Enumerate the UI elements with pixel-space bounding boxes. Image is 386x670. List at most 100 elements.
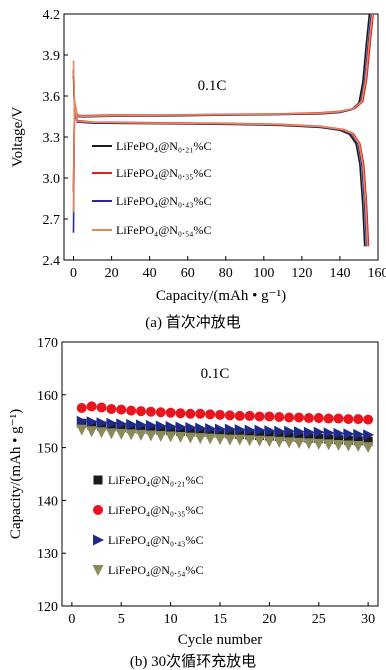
series-2-point	[333, 413, 344, 424]
y-tick-label: 160	[37, 389, 58, 404]
series-3-point	[323, 427, 335, 439]
series-3-point	[136, 419, 147, 431]
series-1-point	[166, 426, 176, 436]
series-1-point	[185, 427, 195, 437]
series-2-point	[284, 412, 295, 423]
series-3-point	[116, 418, 128, 430]
y-tick-label: 2.7	[43, 213, 61, 228]
y-tick-label: 3.0	[43, 172, 61, 187]
panel-b-cycle-performance: 0 5 10 15 20 25 30 120 130 140 150 160 170 Capacity/(…	[8, 336, 379, 670]
series-4-point	[165, 431, 177, 443]
y-tick-label: 3.9	[43, 49, 61, 64]
caption-a: (a) 首次冲放电	[145, 314, 240, 331]
series-1-point	[314, 434, 324, 444]
y-tick-label: 150	[37, 442, 58, 457]
series-1-point	[126, 424, 136, 434]
x-axis-title: Capacity/(mAh • g⁻¹)	[156, 288, 286, 304]
series-4-point	[352, 441, 364, 453]
series-4-point	[105, 428, 117, 440]
legend-label: LiFePO₄@N₀.₂₁%C	[108, 473, 203, 487]
series-2-point	[215, 409, 225, 420]
series-2-point	[313, 413, 324, 424]
series-4-discharge-curve	[72, 60, 369, 247]
series-2-point	[136, 406, 146, 417]
series-3-point	[303, 426, 315, 438]
series-3-point	[145, 419, 157, 431]
series-2-point	[155, 407, 166, 418]
series-3-point	[363, 429, 375, 441]
x-tick-label: 120	[291, 266, 312, 281]
series-2-point	[224, 410, 235, 421]
series-3-point	[126, 418, 138, 430]
series-4-point	[115, 428, 127, 440]
series-4-point	[224, 434, 236, 446]
legend-label: LiFePO₄@N₀.₄₃%C	[116, 194, 211, 208]
series-3-point	[254, 424, 266, 436]
series-1-point	[195, 427, 205, 437]
series-4-point	[254, 435, 265, 447]
legend-marker	[93, 505, 103, 515]
series-1-point	[146, 425, 156, 435]
series-1-point	[136, 424, 146, 434]
legend-label: LiFePO₄@N₀.₂₁%C	[116, 139, 211, 153]
series-2-discharge-curve	[72, 71, 370, 247]
legend-marker	[92, 565, 104, 576]
series-3-point	[264, 425, 276, 437]
series-2-point	[343, 414, 354, 425]
series-1-point	[116, 423, 126, 433]
legend-label: LiFePO₄@N₀.₃₅%C	[116, 166, 211, 180]
series-1-point	[87, 420, 97, 430]
y-tick-label: 3.3	[43, 131, 61, 146]
series-4-point	[175, 432, 186, 444]
legend-label: LiFePO₄@N₀.₅₄%C	[116, 223, 211, 237]
series-1-point	[353, 436, 363, 446]
series-4-point	[194, 433, 206, 445]
series-4-point	[333, 439, 344, 451]
series-3-point	[224, 423, 236, 435]
series-2-point	[116, 404, 127, 415]
series-3-point	[284, 425, 296, 437]
series-1-point	[324, 434, 334, 444]
x-tick-label: 5	[118, 612, 125, 627]
series-4-point	[342, 440, 354, 452]
x-axis-title: Cycle number	[178, 632, 263, 648]
series-4-point	[244, 435, 256, 447]
series-2-point	[264, 411, 275, 422]
series-3-point	[274, 425, 286, 437]
series-3-point	[195, 422, 207, 434]
series-3-point	[234, 424, 246, 436]
series-2-point	[165, 407, 176, 418]
rate-annotation: 0.1C	[198, 78, 227, 94]
series-4-point	[96, 427, 107, 439]
series-3-point	[96, 417, 108, 429]
series-4-point	[273, 436, 285, 448]
series-1-point	[284, 432, 294, 442]
series-1-point	[245, 430, 255, 440]
x-tick-label: 0	[68, 612, 75, 627]
rate-annotation: 0.1C	[201, 366, 230, 382]
series-2-point	[145, 406, 156, 417]
series-1-point	[225, 429, 235, 439]
caption-b: (b) 30次循环充放电	[130, 653, 256, 670]
x-tick-label: 15	[213, 612, 227, 627]
x-tick-label: 160	[368, 266, 386, 281]
series-1-point	[176, 426, 185, 436]
series-4-point	[323, 439, 335, 451]
series-3-point	[185, 422, 197, 434]
series-4-point	[283, 437, 295, 449]
legend-label: LiFePO₄@N₀.₃₅%C	[108, 503, 203, 517]
x-tick-label: 0	[70, 266, 77, 281]
series-2-point	[294, 412, 304, 423]
series-2-point	[126, 405, 137, 416]
series-4-point	[214, 434, 226, 446]
series-1-point	[106, 421, 116, 431]
series-3-point	[333, 427, 345, 439]
series-1-point	[363, 436, 373, 446]
series-3-point	[165, 420, 177, 432]
x-tick-label: 10	[164, 612, 178, 627]
y-tick-label: 3.6	[43, 90, 61, 105]
series-3-point	[175, 421, 187, 433]
series-3-point	[294, 426, 305, 438]
series-2-point	[244, 410, 255, 421]
